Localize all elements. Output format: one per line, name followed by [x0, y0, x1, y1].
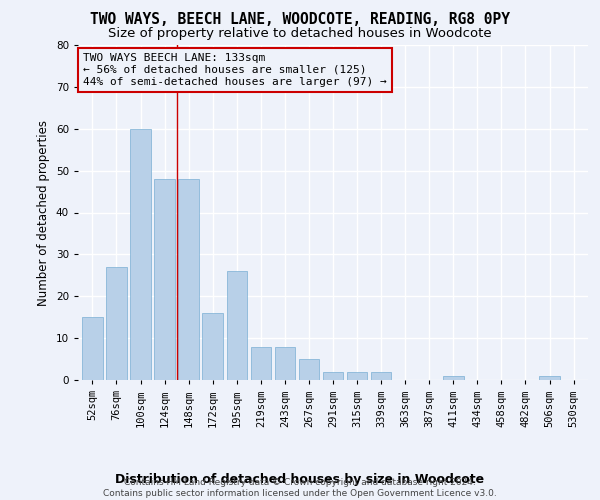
- Bar: [251, 346, 271, 380]
- Bar: [130, 128, 151, 380]
- Bar: [106, 267, 127, 380]
- Bar: [178, 179, 199, 380]
- Y-axis label: Number of detached properties: Number of detached properties: [37, 120, 50, 306]
- Bar: [347, 372, 367, 380]
- Bar: [323, 372, 343, 380]
- Bar: [539, 376, 560, 380]
- Text: TWO WAYS, BEECH LANE, WOODCOTE, READING, RG8 0PY: TWO WAYS, BEECH LANE, WOODCOTE, READING,…: [90, 12, 510, 28]
- Bar: [299, 359, 319, 380]
- Bar: [82, 317, 103, 380]
- Bar: [227, 271, 247, 380]
- Text: Contains HM Land Registry data © Crown copyright and database right 2024.
Contai: Contains HM Land Registry data © Crown c…: [103, 478, 497, 498]
- Bar: [154, 179, 175, 380]
- Bar: [443, 376, 464, 380]
- Bar: [202, 313, 223, 380]
- Text: Distribution of detached houses by size in Woodcote: Distribution of detached houses by size …: [115, 472, 485, 486]
- Bar: [371, 372, 391, 380]
- Text: Size of property relative to detached houses in Woodcote: Size of property relative to detached ho…: [108, 28, 492, 40]
- Bar: [275, 346, 295, 380]
- Text: TWO WAYS BEECH LANE: 133sqm
← 56% of detached houses are smaller (125)
44% of se: TWO WAYS BEECH LANE: 133sqm ← 56% of det…: [83, 54, 387, 86]
